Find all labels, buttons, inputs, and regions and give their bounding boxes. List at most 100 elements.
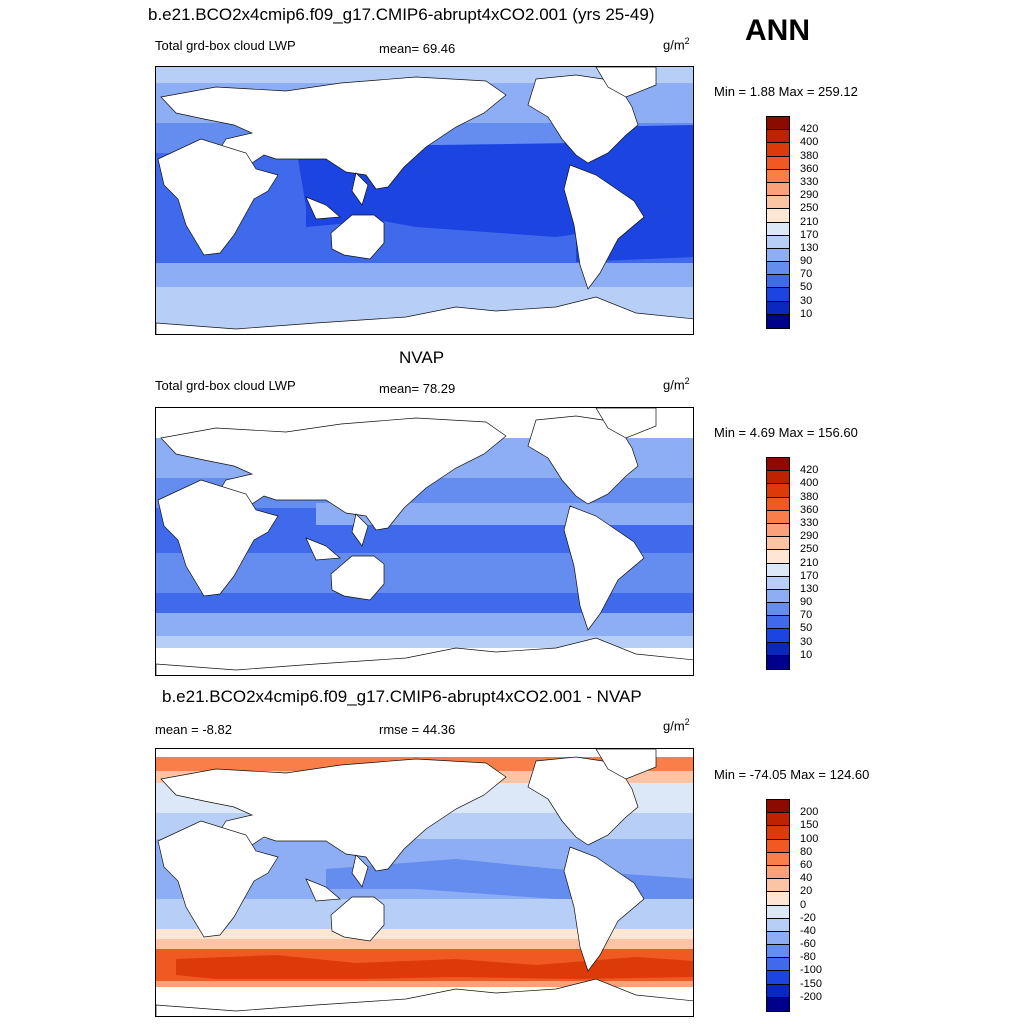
colorbar-label: 70 xyxy=(800,609,813,622)
colorbar-segment xyxy=(767,603,789,617)
panel2-title: NVAP xyxy=(399,348,445,367)
panel2-colorbar-labels: 420 400 380 360 330 290 250 210 170 130 90 70 50 30 10 xyxy=(800,457,860,670)
colorbar-label: 170 xyxy=(800,569,819,582)
colorbar-segment xyxy=(767,458,789,472)
colorbar-segment xyxy=(767,275,789,289)
colorbar-label: 30 xyxy=(800,294,813,307)
colorbar-segment xyxy=(767,301,789,315)
colorbar-segment xyxy=(767,235,789,249)
colorbar-label: 290 xyxy=(800,530,819,543)
colorbar-segment xyxy=(767,997,789,1011)
colorbar-segment xyxy=(767,576,789,590)
colorbar-label: 400 xyxy=(800,477,819,490)
colorbar-label: 210 xyxy=(800,215,819,228)
colorbar-segment xyxy=(767,156,789,170)
colorbar-label: 380 xyxy=(800,490,819,503)
colorbar-segment xyxy=(767,629,789,643)
colorbar-segment xyxy=(767,865,789,880)
panel2-minmax: Min = 4.69 Max = 156.60 xyxy=(714,425,858,440)
panel3-colorbar xyxy=(766,799,790,1012)
panel2-variable: Total grd-box cloud LWP xyxy=(155,378,296,393)
panel1-mean: mean= 69.46 xyxy=(379,41,456,56)
colorbar-segment xyxy=(767,537,789,551)
colorbar-segment xyxy=(767,958,789,972)
colorbar-segment xyxy=(767,117,789,131)
colorbar-label: 170 xyxy=(800,228,819,241)
colorbar-label: 250 xyxy=(800,543,819,556)
colorbar-segment xyxy=(767,642,789,656)
colorbar-segment xyxy=(767,839,789,853)
colorbar-label: -20 xyxy=(800,911,816,924)
colorbar-segment xyxy=(767,248,789,263)
panel2-colorbar xyxy=(766,457,790,670)
colorbar-segment xyxy=(767,905,789,919)
colorbar-segment xyxy=(767,314,789,328)
colorbar-segment xyxy=(767,826,789,840)
panel3-map xyxy=(155,748,694,1017)
colorbar-segment xyxy=(767,471,789,485)
colorbar-label: -150 xyxy=(800,977,823,990)
panel1-unit: g/m2 xyxy=(663,36,690,53)
colorbar-segment xyxy=(767,143,789,157)
colorbar-segment xyxy=(767,523,789,538)
panel3-rmse: rmse = 44.36 xyxy=(379,722,456,737)
colorbar-segment xyxy=(767,182,789,197)
colorbar-label: 200 xyxy=(800,806,819,819)
colorbar-segment xyxy=(767,945,789,959)
colorbar-label: 150 xyxy=(800,819,819,832)
panel1-variable: Total grd-box cloud LWP xyxy=(155,38,296,53)
colorbar-segment xyxy=(767,852,789,866)
colorbar-label: 420 xyxy=(800,123,819,136)
colorbar-segment xyxy=(767,918,789,932)
colorbar-segment xyxy=(767,196,789,210)
colorbar-segment xyxy=(767,984,789,998)
colorbar-label: 360 xyxy=(800,162,819,175)
colorbar-label: 20 xyxy=(800,885,813,898)
colorbar-label: 250 xyxy=(800,202,819,215)
colorbar-segment xyxy=(767,550,789,564)
colorbar-segment xyxy=(767,813,789,827)
panel3-mean: mean = -8.82 xyxy=(155,722,232,737)
panel3-unit: g/m2 xyxy=(663,717,690,734)
colorbar-label: -80 xyxy=(800,951,816,964)
panel3-minmax: Min = -74.05 Max = 124.60 xyxy=(714,767,870,782)
colorbar-segment xyxy=(767,262,789,276)
colorbar-segment xyxy=(767,222,789,236)
colorbar-label: -100 xyxy=(800,964,823,977)
colorbar-label: 30 xyxy=(800,635,813,648)
colorbar-segment xyxy=(767,209,789,223)
colorbar-label: 210 xyxy=(800,556,819,569)
panel1-title: b.e21.BCO2x4cmip6.f09_g17.CMIP6-abrupt4x… xyxy=(148,5,655,24)
panel1-colorbar-labels: 420 400 380 360 330 290 250 210 170 130 90 70 50 30 10 xyxy=(800,116,860,329)
colorbar-segment xyxy=(767,510,789,524)
panel2-map xyxy=(155,407,694,676)
panel3-colorbar-labels: 200 150 100 80 60 40 20 0 -20 -40 -60 -80 -100 -150 -2… xyxy=(800,799,860,1012)
season-label: ANN xyxy=(745,14,810,47)
colorbar-label: 130 xyxy=(800,582,819,595)
colorbar-segment xyxy=(767,563,789,577)
colorbar-label: 100 xyxy=(800,832,819,845)
colorbar-label: 420 xyxy=(800,464,819,477)
colorbar-segment xyxy=(767,484,789,498)
panel1-colorbar xyxy=(766,116,790,329)
colorbar-label: 60 xyxy=(800,858,813,871)
panel3-title: b.e21.BCO2x4cmip6.f09_g17.CMIP6-abrupt4x… xyxy=(162,687,642,706)
colorbar-segment xyxy=(767,130,789,144)
colorbar-label: 380 xyxy=(800,149,819,162)
panel2-mean: mean= 78.29 xyxy=(379,381,456,396)
colorbar-segment xyxy=(767,879,789,893)
colorbar-label: 130 xyxy=(800,241,819,254)
colorbar-segment xyxy=(767,655,789,669)
colorbar-label: 290 xyxy=(800,189,819,202)
colorbar-label: 90 xyxy=(800,255,813,268)
colorbar-label: 10 xyxy=(800,648,813,661)
colorbar-label: 330 xyxy=(800,175,819,188)
colorbar-segment xyxy=(767,288,789,302)
colorbar-label: 400 xyxy=(800,136,819,149)
colorbar-label: 360 xyxy=(800,503,819,516)
panel1-map xyxy=(155,66,694,335)
colorbar-label: 50 xyxy=(800,281,813,294)
colorbar-segment xyxy=(767,971,789,985)
colorbar-label: 70 xyxy=(800,268,813,281)
colorbar-label: -200 xyxy=(800,990,823,1003)
